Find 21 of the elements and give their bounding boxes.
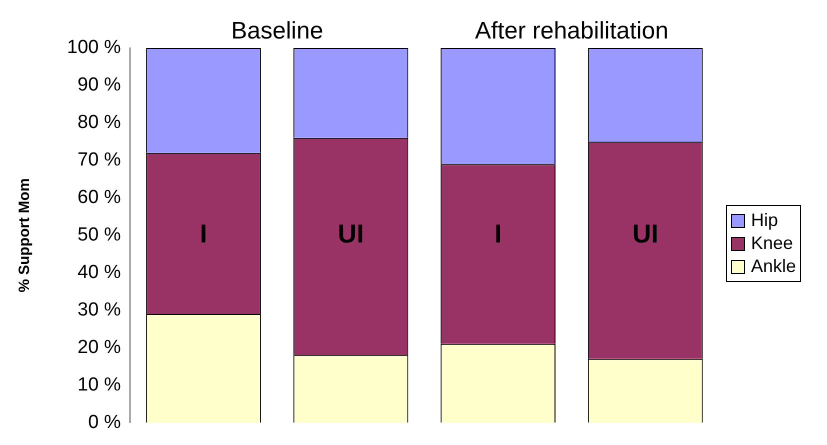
y-tick-label: 100 % bbox=[67, 37, 121, 58]
x-tick-label: I bbox=[494, 218, 502, 248]
x-tick-label: UI bbox=[632, 218, 658, 248]
y-tick-label: 70 % bbox=[78, 150, 121, 171]
x-tick-label: UI bbox=[338, 218, 364, 248]
text: Baseline bbox=[231, 18, 324, 45]
y-axis-title: % Support Mom bbox=[16, 178, 34, 292]
y-tick-label: 10 % bbox=[78, 374, 121, 396]
y-tick-label: 20 % bbox=[78, 336, 121, 358]
y-tick-label: 80 % bbox=[78, 112, 121, 134]
y-tick-label: 0 % bbox=[88, 412, 121, 433]
legend-label: Ankle bbox=[751, 255, 796, 278]
y-tick-label: 60 % bbox=[78, 187, 121, 208]
y-tick-label: 50 % bbox=[78, 224, 121, 246]
x-tick-label: I bbox=[200, 218, 208, 248]
y-tick-label: 30 % bbox=[78, 299, 121, 320]
text: Knee bbox=[751, 232, 794, 255]
legend-label: Hip bbox=[751, 209, 778, 232]
text: After rehabilitation bbox=[474, 18, 668, 45]
y-tick-label: 40 % bbox=[78, 262, 121, 283]
y-tick-label: 90 % bbox=[78, 74, 121, 96]
